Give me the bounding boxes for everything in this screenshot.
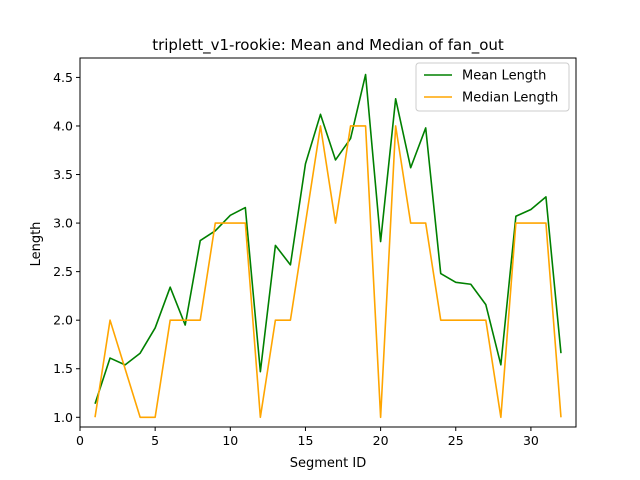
plot-area: 0 5 10 15 20 25 30 1.0 1.5 2.0 2.5 3.0 3.5 4.0 4.5 — [53, 57, 577, 448]
x-axis-label: Segment ID — [290, 456, 366, 471]
y-tick-label: 3.0 — [53, 216, 73, 231]
legend-label: Median Length — [462, 91, 558, 106]
plot-frame — [79, 57, 577, 428]
y-tick-label: 4.0 — [53, 118, 73, 133]
x-tick-label: 0 — [76, 433, 84, 448]
y-tick-label: 2.5 — [53, 264, 73, 279]
y-tick-label: 1.0 — [53, 410, 73, 425]
x-tick-label: 25 — [448, 433, 464, 448]
y-axis-label: Length — [29, 222, 44, 267]
y-tick-label: 2.0 — [53, 313, 73, 328]
legend-label: Mean Length — [462, 69, 546, 84]
series-line-mean-length — [94, 73, 562, 404]
x-tick-label: 15 — [298, 433, 314, 448]
y-tick-label: 4.5 — [53, 70, 73, 85]
y-tick-label: 1.5 — [53, 361, 73, 376]
legend-box — [415, 62, 570, 112]
x-tick-label: 5 — [151, 433, 159, 448]
x-tick-label: 10 — [222, 433, 238, 448]
x-tick-label: 30 — [523, 433, 539, 448]
y-tick-label: 3.5 — [53, 167, 73, 182]
x-tick-label: 20 — [373, 433, 389, 448]
legend: Mean Length Median Length — [415, 62, 570, 112]
series-line-median-length — [94, 125, 562, 419]
chart-title: triplett_v1-rookie: Mean and Median of f… — [152, 36, 504, 55]
